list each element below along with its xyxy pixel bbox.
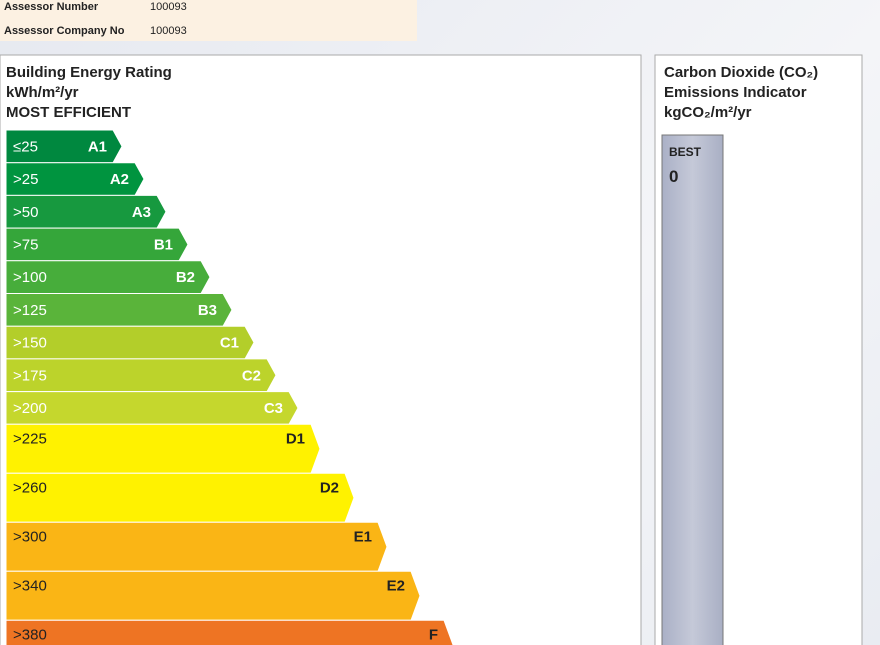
band-grade: B2	[176, 269, 195, 286]
band-threshold: ≤25	[13, 138, 38, 155]
assessor-box	[0, 0, 417, 41]
band-grade: A2	[110, 171, 129, 188]
band-threshold: >300	[13, 528, 47, 545]
rating-band	[5, 162, 145, 196]
band-threshold: >50	[13, 204, 38, 221]
rating-band	[5, 129, 123, 164]
rating-band	[5, 227, 189, 262]
band-threshold: >175	[13, 367, 47, 384]
rating-band	[5, 260, 211, 294]
unit: kWh/m²/yr	[6, 84, 79, 101]
band-grade: D2	[320, 479, 339, 496]
band-threshold: >150	[13, 335, 47, 352]
unit: kgCO₂/m²/yr	[664, 104, 752, 121]
band-threshold: >340	[13, 577, 47, 594]
label: Assessor Number	[4, 1, 99, 13]
band-threshold: >200	[13, 400, 47, 417]
best-value: 0	[669, 167, 678, 186]
band-grade: D1	[286, 430, 305, 447]
band-grade: C1	[220, 335, 239, 352]
rating-band	[5, 619, 454, 645]
band-threshold: >380	[13, 626, 47, 643]
value: 100093	[150, 25, 187, 37]
band-threshold: >75	[13, 236, 38, 253]
rating-band	[5, 472, 355, 523]
band-grade: E1	[354, 528, 372, 545]
rating-band	[5, 423, 321, 474]
note: MOST EFFICIENT	[6, 104, 131, 121]
band-grade: B3	[198, 302, 217, 319]
rating-band	[5, 570, 421, 621]
band-grade: C2	[242, 367, 261, 384]
rating-band	[5, 358, 277, 393]
rating-band	[5, 194, 167, 229]
band-grade: E2	[387, 577, 405, 594]
band-threshold: >225	[13, 430, 47, 447]
band-threshold: >100	[13, 269, 47, 286]
band-grade: A1	[88, 138, 107, 155]
co2-bar	[661, 134, 724, 645]
band-grade: F	[429, 626, 438, 643]
band-threshold: >125	[13, 302, 47, 319]
rating-band	[5, 391, 299, 425]
label: Assessor Company No	[4, 25, 125, 37]
best-label: BEST	[669, 145, 702, 159]
title: Carbon Dioxide (CO₂)	[664, 64, 818, 81]
value: 100093	[150, 1, 187, 13]
band-threshold: >25	[13, 171, 38, 188]
rating-band	[5, 325, 255, 360]
band-grade: C3	[264, 400, 283, 417]
title: Emissions Indicator	[664, 84, 807, 101]
band-grade: B1	[154, 236, 173, 253]
rating-band	[5, 293, 233, 327]
title: Building Energy Rating	[6, 64, 172, 81]
band-threshold: >260	[13, 479, 47, 496]
band-grade: A3	[132, 204, 151, 221]
rating-band	[5, 521, 388, 572]
